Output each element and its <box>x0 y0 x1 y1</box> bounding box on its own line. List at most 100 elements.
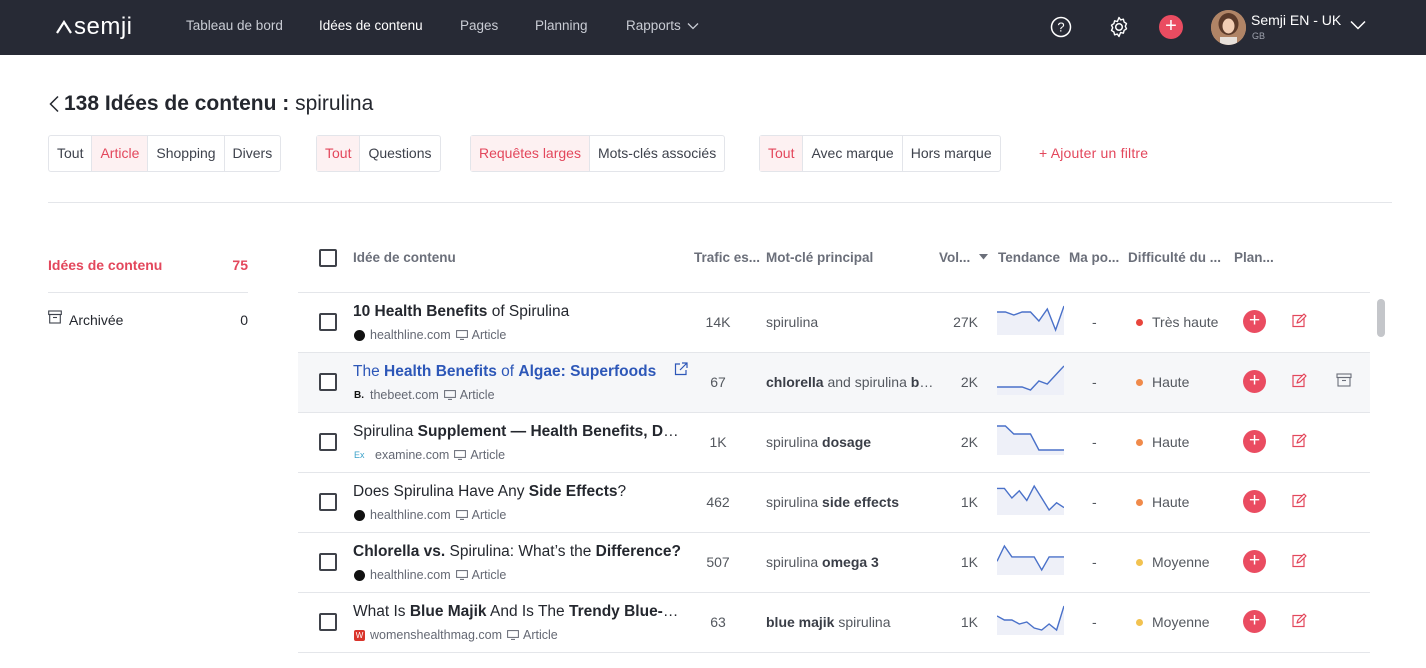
difficulty: Très haute <box>1136 314 1218 330</box>
semji-logo[interactable]: semji <box>56 11 133 43</box>
my-position: - <box>1092 554 1097 570</box>
nav-dashboard[interactable]: Tableau de bord <box>186 18 283 33</box>
idea-title[interactable]: 10 Health Benefits of Spirulina <box>353 303 570 320</box>
difficulty-label: Moyenne <box>1152 554 1210 570</box>
estimated-traffic: 1K <box>709 434 727 450</box>
nav-content-ideas[interactable]: Idées de contenu <box>319 18 423 33</box>
filter-questions[interactable]: Questions <box>368 145 432 161</box>
main-keyword: spirulina omega 3 <box>766 554 879 570</box>
create-plus-button[interactable]: + <box>1159 15 1183 39</box>
table-row[interactable]: Spirulina Supplement — Health Benefits, … <box>298 413 1370 473</box>
difficulty-dot <box>1136 619 1143 626</box>
article-type-icon <box>455 510 468 520</box>
column-header-volume[interactable]: Vol... <box>939 250 989 265</box>
nav-reports[interactable]: Rapports <box>626 18 699 33</box>
edit-icon[interactable] <box>1292 313 1307 333</box>
column-header-difficulty[interactable]: Difficulté du ... <box>1128 250 1221 265</box>
column-header-plan[interactable]: Plan... <box>1234 250 1274 265</box>
row-checkbox[interactable] <box>319 433 337 451</box>
filter-type-article[interactable]: Article <box>92 136 149 171</box>
filter-type-misc[interactable]: Divers <box>232 145 273 161</box>
nav-pages[interactable]: Pages <box>460 18 499 33</box>
user-name[interactable]: Semji EN - UK <box>1251 12 1342 28</box>
table-row[interactable]: The Health Benefits of Algae: Superfoods… <box>298 353 1370 413</box>
idea-title[interactable]: The Health Benefits of Algae: Superfoods <box>353 363 657 380</box>
user-avatar[interactable] <box>1211 10 1246 45</box>
filter-type-all[interactable]: Tout <box>49 136 93 171</box>
table-row[interactable]: Does Spirulina Have Any Side Effects? hea… <box>298 473 1370 533</box>
source-domain: healthline.com <box>370 568 451 582</box>
help-icon[interactable]: ? <box>1049 15 1073 39</box>
plan-add-button[interactable]: + <box>1243 310 1266 333</box>
avatar-photo-icon <box>1211 10 1246 45</box>
column-header-traffic[interactable]: Trafic es... <box>694 250 761 265</box>
row-checkbox[interactable] <box>319 613 337 631</box>
row-checkbox[interactable] <box>319 553 337 571</box>
plan-add-button[interactable]: + <box>1243 610 1266 633</box>
edit-icon[interactable] <box>1292 493 1307 513</box>
sort-desc-icon <box>979 254 989 260</box>
archive-icon[interactable] <box>1336 373 1352 392</box>
source-domain: thebeet.com <box>370 388 439 402</box>
site-favicon-icon: Ex <box>354 449 365 460</box>
search-volume: 1K <box>960 494 978 510</box>
difficulty: Moyenne <box>1136 554 1210 570</box>
my-position: - <box>1092 374 1097 390</box>
column-header-position[interactable]: Ma po... <box>1069 250 1120 265</box>
plan-add-button[interactable]: + <box>1243 430 1266 453</box>
idea-title[interactable]: Chlorella vs. Spirulina: What’s the Diff… <box>353 543 681 560</box>
search-volume: 27K <box>953 314 978 330</box>
column-header-keyword[interactable]: Mot-clé principal <box>766 250 874 265</box>
main-keyword: blue majik spirulina <box>766 614 891 630</box>
column-header-idea[interactable]: Idée de contenu <box>353 250 456 265</box>
plan-add-button[interactable]: + <box>1243 490 1266 513</box>
back-chevron-icon[interactable] <box>48 95 60 113</box>
external-link-icon[interactable] <box>674 362 688 381</box>
idea-title[interactable]: Does Spirulina Have Any Side Effects? <box>353 483 627 500</box>
brand-filter: Tout Avec marque Hors marque <box>759 135 1001 172</box>
difficulty-label: Haute <box>1152 494 1190 510</box>
filter-type-shopping[interactable]: Shopping <box>148 136 225 171</box>
query-scope-filter: Requêtes larges Mots-clés associés <box>470 135 726 172</box>
nav-planning[interactable]: Planning <box>535 18 588 33</box>
filter-question-all[interactable]: Tout <box>317 136 361 171</box>
content-type-filter: Tout Article Shopping Divers <box>48 135 282 172</box>
table-row[interactable]: What Is Blue Majik And Is The Trendy Blu… <box>298 593 1370 653</box>
add-filter-button[interactable]: + Ajouter un filtre <box>1039 145 1149 161</box>
filter-without-brand[interactable]: Hors marque <box>910 145 992 161</box>
source-domain: healthline.com <box>370 328 451 342</box>
row-checkbox[interactable] <box>319 373 337 391</box>
filter-broad-queries[interactable]: Requêtes larges <box>471 136 590 171</box>
filter-related-keywords[interactable]: Mots-clés associés <box>597 145 717 161</box>
scrollbar[interactable] <box>1377 299 1385 337</box>
row-checkbox[interactable] <box>319 313 337 331</box>
edit-icon[interactable] <box>1292 433 1307 453</box>
plan-add-button[interactable]: + <box>1243 370 1266 393</box>
edit-icon[interactable] <box>1292 613 1307 633</box>
article-type-icon <box>455 330 468 340</box>
column-header-trend[interactable]: Tendance <box>998 250 1061 265</box>
plan-add-button[interactable]: + <box>1243 550 1266 573</box>
source-domain: healthline.com <box>370 508 451 522</box>
article-type-icon <box>443 390 456 400</box>
search-volume: 1K <box>960 554 978 570</box>
edit-icon[interactable] <box>1292 553 1307 573</box>
difficulty-dot <box>1136 319 1143 326</box>
page-title: 138 Idées de contenu : spirulina <box>64 92 373 116</box>
user-menu-chevron-icon[interactable] <box>1350 20 1366 30</box>
table-row[interactable]: 10 Health Benefits of Spirulina healthlin… <box>298 293 1370 353</box>
edit-icon[interactable] <box>1292 373 1307 393</box>
settings-gear-icon[interactable] <box>1107 15 1131 39</box>
idea-title[interactable]: What Is Blue Majik And Is The Trendy Blu… <box>353 603 688 620</box>
idea-title[interactable]: Spirulina Supplement — Health Benefits, … <box>353 423 688 440</box>
filter-brand-all[interactable]: Tout <box>760 136 804 171</box>
site-favicon-icon: W <box>354 629 365 641</box>
select-all-checkbox[interactable] <box>319 249 337 267</box>
trend-sparkline <box>997 305 1064 335</box>
filter-with-brand[interactable]: Avec marque <box>803 136 903 171</box>
site-favicon-icon: B. <box>354 389 364 401</box>
table-row[interactable]: Chlorella vs. Spirulina: What’s the Diff… <box>298 533 1370 593</box>
row-checkbox[interactable] <box>319 493 337 511</box>
user-locale: GB <box>1252 31 1266 41</box>
article-type-icon <box>507 630 519 640</box>
